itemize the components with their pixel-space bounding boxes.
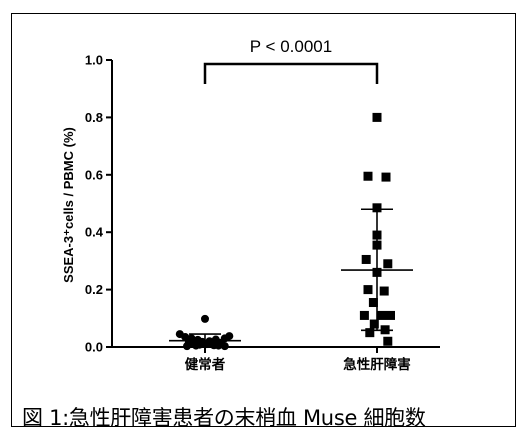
y-tick-label: 0.0 [85, 340, 103, 355]
data-point-circle [202, 340, 211, 349]
p-value-label: P < 0.0001 [250, 37, 332, 56]
figure-frame [11, 13, 516, 427]
data-point-square [368, 298, 378, 308]
y-tick-label: 0.8 [85, 110, 103, 125]
data-point-square [372, 230, 382, 240]
data-point-square [381, 172, 391, 182]
data-point-square [372, 203, 382, 213]
y-tick-labels: 0.0 0.2 0.4 0.6 0.8 1.0 [85, 53, 104, 355]
data-point-circle [220, 342, 229, 351]
data-point-square [380, 325, 390, 335]
y-tick-label: 1.0 [85, 53, 103, 68]
y-tick-label: 0.2 [85, 282, 103, 297]
data-point-square [372, 267, 382, 277]
data-point-circle [181, 332, 190, 341]
data-points [175, 112, 395, 351]
y-axis-label: SSEA-3⁺cells / PBMC (%) [61, 127, 76, 283]
data-point-square [365, 328, 375, 338]
category-label: 急性肝障害 [343, 356, 411, 373]
data-point-square [363, 285, 373, 295]
data-point-circle [201, 314, 209, 323]
data-point-square [386, 310, 395, 320]
figure-caption: 図 1:急性肝障害患者の末梢血 Muse 細胞数 [22, 406, 426, 430]
data-point-circle [183, 342, 191, 351]
y-tick-label: 0.6 [85, 167, 103, 182]
data-point-square [361, 254, 371, 264]
data-point-square [359, 310, 369, 320]
data-point-square [372, 112, 382, 122]
data-point-square [372, 240, 382, 250]
bracket-line [203, 62, 379, 84]
category-labels: 健常者 急性肝障害 [185, 356, 411, 373]
significance-bracket: P < 0.0001 [203, 37, 379, 84]
data-point-square [377, 310, 386, 320]
data-point-square [363, 171, 373, 181]
data-point-square [379, 286, 389, 296]
data-point-square [383, 259, 393, 269]
chart-axes [106, 59, 440, 353]
data-point-square [369, 319, 379, 329]
data-point-circle [192, 341, 200, 350]
category-label: 健常者 [185, 356, 226, 373]
y-tick-label: 0.4 [85, 225, 104, 240]
data-point-square [383, 336, 393, 346]
scatter-chart: 0.0 0.2 0.4 0.6 0.8 1.0 健常者 急性肝障害 P < 0.0001 S… [61, 37, 440, 373]
data-point-circle [214, 341, 223, 350]
